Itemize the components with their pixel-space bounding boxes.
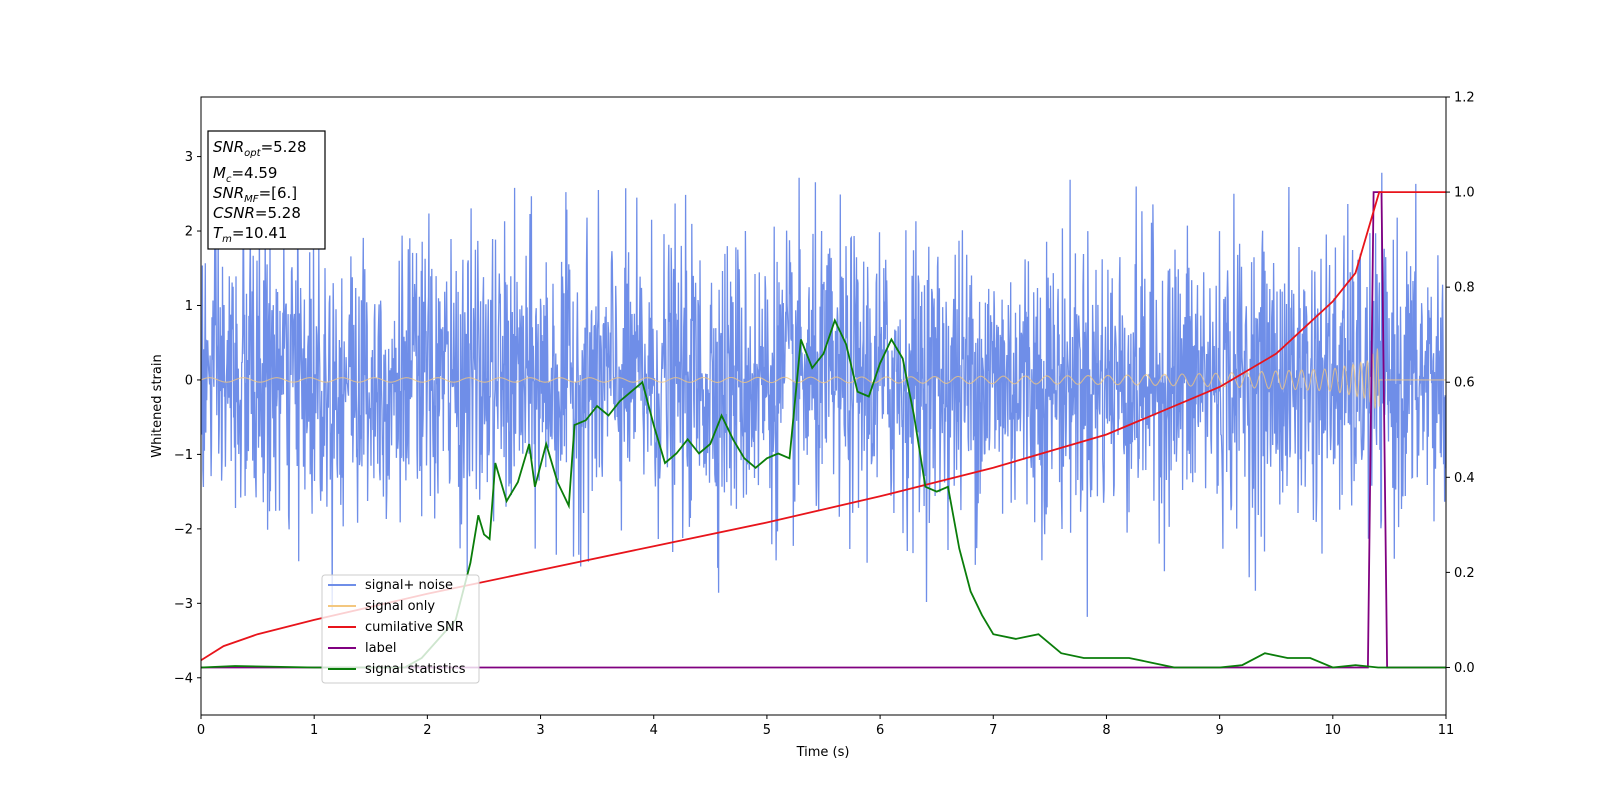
y2-tick-label: 1.0 (1454, 186, 1475, 201)
x-tick-label: 10 (1325, 723, 1342, 738)
x-tick-label: 9 (1215, 723, 1223, 738)
stat-tm: Tm=10.41 (213, 224, 287, 245)
series-line-cumulative-snr (201, 191, 1446, 662)
y2-tick-label: 0.2 (1454, 566, 1475, 581)
y-tick-label: 2 (185, 225, 193, 240)
legend-label-signal-only: signal only (365, 599, 435, 614)
stat-snr-mf: SNRMF=[6.] (213, 184, 297, 205)
y2-tick-label: 0.6 (1454, 376, 1475, 391)
y2-tick-label: 0.0 (1454, 661, 1475, 676)
y-tick-label: 1 (185, 299, 193, 314)
y-tick-label: 0 (185, 373, 193, 388)
series-line-signal-noise (201, 172, 1446, 617)
stat-csnr: CSNR=5.28 (213, 204, 301, 222)
axis-ticks: 0 1 2 3 4 5 6 7 8 9 10 113210−1−2−3−41.21.00.80.60.… (174, 91, 1475, 739)
x-tick-label: 6 (876, 723, 884, 738)
y2-tick-label: 0.4 (1454, 471, 1475, 486)
y-tick-label: −2 (174, 522, 193, 537)
legend-label-label: label (365, 641, 396, 656)
x-tick-label: 8 (1102, 723, 1110, 738)
y-axis-label: Whitened strain (150, 354, 165, 457)
x-tick-label: 11 (1438, 723, 1455, 738)
legend: signal+ noise signal only cumilative SNR… (321, 574, 480, 684)
x-tick-label: 4 (650, 723, 658, 738)
y-tick-label: −1 (174, 448, 193, 463)
y-tick-label: 3 (185, 150, 193, 165)
series-line-signal-statistics (201, 318, 1446, 669)
y2-tick-label: 1.2 (1454, 91, 1475, 106)
legend-label-signal-statistics: signal statistics (365, 662, 466, 677)
stats-box: SNRopt=5.28 Mc=4.59 SNRMF=[6.] CSNR=5.28… (207, 130, 326, 250)
plot-area (201, 172, 1446, 669)
stat-snr-opt: SNRopt=5.28 (213, 138, 307, 159)
y-tick-label: −4 (174, 671, 193, 686)
x-tick-label: 1 (310, 723, 318, 738)
y2-tick-label: 0.8 (1454, 281, 1475, 296)
series-line-signal-only (201, 348, 1446, 409)
y-tick-label: −3 (174, 597, 193, 612)
x-tick-label: 5 (763, 723, 771, 738)
axes-frame (200, 96, 1447, 716)
x-axis-label: Time (s) (796, 745, 850, 760)
legend-label-signal-noise: signal+ noise (365, 578, 453, 593)
x-tick-label: 0 (197, 723, 205, 738)
legend-label-cumulative-snr: cumilative SNR (365, 620, 464, 635)
stat-mc: Mc=4.59 (213, 164, 277, 185)
x-tick-label: 7 (989, 723, 997, 738)
x-tick-label: 3 (536, 723, 544, 738)
x-tick-label: 2 (423, 723, 431, 738)
